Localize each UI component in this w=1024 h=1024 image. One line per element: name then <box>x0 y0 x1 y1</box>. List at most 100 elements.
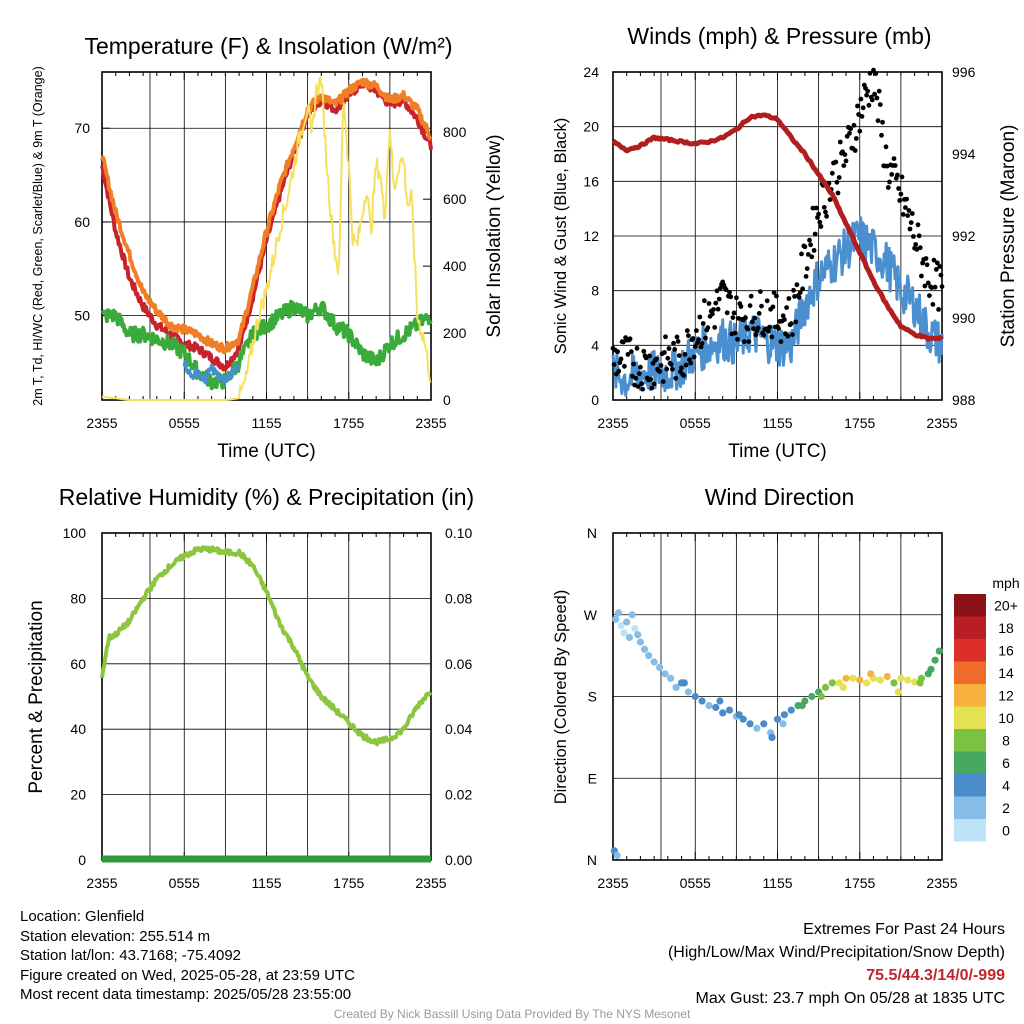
y-axis-label: 2m T, Td, HI/WC (Red, Green, Scarlet/Blu… <box>31 66 45 405</box>
direction-point <box>867 670 875 678</box>
gust-point <box>753 332 759 338</box>
direction-point <box>612 615 620 623</box>
y-tick-label: 20 <box>70 787 86 803</box>
gust-point <box>913 242 919 247</box>
gust-point <box>633 375 639 381</box>
extremes-panel: Extremes For Past 24 Hours (High/Low/Max… <box>668 918 1005 1010</box>
y-tick-label: 100 <box>63 525 87 541</box>
gust-point <box>706 301 712 306</box>
gust-point <box>865 88 871 94</box>
gust-point <box>922 283 928 289</box>
direction-point <box>931 656 939 664</box>
gust-point <box>651 381 657 387</box>
gust-point <box>889 172 895 177</box>
gust-point <box>791 287 796 293</box>
y-right-tick-label: 0 <box>443 392 451 408</box>
y-right-tick-label: 0.08 <box>445 590 472 606</box>
station-latlon: Station lat/lon: 43.7168; -75.4092 <box>20 947 242 964</box>
gust-point <box>658 363 664 368</box>
gust-point <box>813 205 819 211</box>
gust-point <box>635 384 641 389</box>
gust-point <box>688 360 694 366</box>
gust-point <box>924 262 930 268</box>
y-right-tick-label: 0.04 <box>445 721 472 737</box>
gust-point <box>891 156 897 162</box>
y-right-tick-label: 992 <box>952 228 976 244</box>
gust-point <box>700 321 706 326</box>
direction-point <box>753 724 761 732</box>
gust-point <box>876 88 882 94</box>
gust-point <box>712 325 718 330</box>
gust-point <box>847 130 852 136</box>
colorbar-level-label: 10 <box>998 710 1014 726</box>
gust-point <box>808 242 813 248</box>
direction-point <box>705 702 713 710</box>
series-station-pressure <box>611 112 944 342</box>
direction-point <box>631 624 639 633</box>
gust-point <box>668 362 674 367</box>
gust-point <box>696 337 702 342</box>
gust-point <box>908 220 914 226</box>
gust-point <box>643 355 649 361</box>
direction-point <box>839 683 847 692</box>
gust-point <box>730 315 736 320</box>
max-gust: Max Gust: 23.7 mph On 05/28 at 1835 UTC <box>695 990 1006 1007</box>
gust-point <box>794 282 800 288</box>
gust-point <box>805 252 811 257</box>
y-tick-label: W <box>584 607 598 623</box>
direction-point <box>636 638 645 646</box>
y-tick-label: N <box>587 525 597 541</box>
gust-point <box>743 315 748 321</box>
gust-point <box>827 197 833 203</box>
x-tick-label: 1755 <box>844 415 875 431</box>
direction-point <box>856 676 864 684</box>
direction-point <box>698 697 706 705</box>
gust-point <box>616 368 622 374</box>
series-td <box>100 299 433 391</box>
plot-frame <box>101 71 432 401</box>
y-tick-label: 40 <box>70 721 86 737</box>
gust-point <box>690 336 696 341</box>
gust-point <box>676 353 682 358</box>
colorbar-swatch <box>954 661 986 684</box>
chart-title: Wind Direction <box>705 484 855 510</box>
gust-point <box>804 266 810 271</box>
gust-point <box>761 332 767 338</box>
gust-point <box>874 95 880 101</box>
gust-point <box>895 172 900 178</box>
x-tick-label: 2355 <box>86 875 117 891</box>
gust-point <box>833 159 839 165</box>
direction-point <box>746 720 754 728</box>
gust-point <box>802 244 808 250</box>
gust-point <box>683 362 689 368</box>
gust-point <box>843 158 849 164</box>
colorbar-swatch <box>954 594 986 617</box>
y-tick-label: 12 <box>583 228 599 244</box>
direction-point <box>808 692 816 701</box>
figure-created: Figure created on Wed, 2025-05-28, at 23… <box>20 966 355 984</box>
direction-point <box>883 672 891 681</box>
direction-point <box>935 647 943 655</box>
direction-point <box>613 851 621 860</box>
series-9m-t <box>100 77 433 355</box>
colorbar-level-label: 14 <box>998 665 1014 681</box>
gust-point <box>611 362 617 367</box>
direction-point <box>876 676 884 684</box>
gust-point <box>858 96 864 102</box>
gust-point <box>938 272 944 278</box>
gust-point <box>692 344 698 349</box>
gust-point <box>671 340 676 346</box>
gust-point <box>930 302 936 307</box>
gust-point <box>681 373 687 378</box>
y-right-axis-label: Solar Insolation (Yellow) <box>484 134 505 337</box>
gust-point <box>627 336 633 342</box>
gust-point <box>732 330 738 336</box>
y-tick-label: 16 <box>583 173 599 189</box>
gust-point <box>745 326 751 332</box>
extremes-values: 75.5/44.3/14/0/-999 <box>866 967 1005 984</box>
y-tick-label: 0 <box>78 852 86 868</box>
y-tick-label: 24 <box>583 64 599 80</box>
x-tick-label: 2355 <box>86 415 117 431</box>
y-right-tick-label: 0.00 <box>445 852 472 868</box>
x-tick-label: 2355 <box>415 875 446 891</box>
